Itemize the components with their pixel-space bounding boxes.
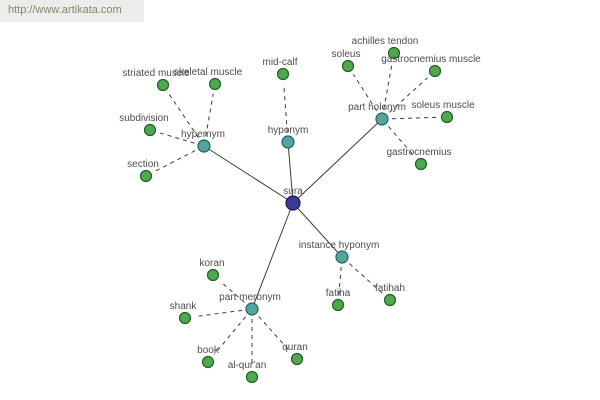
edge-hypernym-skeletal-muscle xyxy=(205,93,214,137)
graph-node-koran[interactable] xyxy=(206,268,220,282)
graph-node-quran[interactable] xyxy=(290,352,304,366)
graph-node-gastrocnemius[interactable] xyxy=(414,157,428,171)
graph-node-label-soleus: soleus xyxy=(332,49,361,60)
edge-hypernym-striated-muscle xyxy=(168,93,199,138)
graph-node-label-hypernym: hypernym xyxy=(181,129,225,140)
graph-node-section[interactable] xyxy=(139,169,153,183)
graph-node-label-part-holonym: part holonym xyxy=(348,102,406,113)
graph-node-label-achilles-tendon: achilles tendon xyxy=(352,36,419,47)
graph-node-soleus-muscle[interactable] xyxy=(440,110,454,124)
graph-node-soleus[interactable] xyxy=(341,59,355,73)
edge-sura-hyponym xyxy=(287,141,294,204)
graph-node-label-fatihah: fatihah xyxy=(375,283,405,294)
graph-node-label-hyponym: hyponym xyxy=(268,125,309,136)
edge-hypernym-section xyxy=(154,150,196,172)
graph-node-label-soleus-muscle: soleus muscle xyxy=(411,100,475,111)
graph-node-label-mid-calf: mid-calf xyxy=(262,57,297,68)
graph-node-label-quran: quran xyxy=(282,342,308,353)
graph-node-al-quran[interactable] xyxy=(245,370,259,384)
graph-node-label-shank: shank xyxy=(170,301,198,312)
graph-node-label-part-meronym: part meronym xyxy=(219,292,281,303)
graph-node-striated-muscle[interactable] xyxy=(156,78,170,92)
edge-sura-part-holonym xyxy=(292,118,383,204)
graph-node-subdivision[interactable] xyxy=(143,123,157,137)
edge-part-holonym-gastrocnemius-muscle xyxy=(389,77,428,113)
graph-node-label-section: section xyxy=(127,159,159,170)
graph-node-hypernym[interactable] xyxy=(197,139,211,153)
graph-node-label-book: book xyxy=(197,345,220,356)
edge-sura-part-meronym xyxy=(251,202,294,310)
graph-node-sura[interactable] xyxy=(285,195,301,211)
edge-hyponym-mid-calf xyxy=(283,83,288,133)
edge-part-meronym-shank xyxy=(194,309,243,318)
edge-part-holonym-soleus xyxy=(352,74,378,111)
graph-node-achilles-tendon[interactable] xyxy=(387,46,401,60)
edge-part-meronym-book xyxy=(214,316,246,355)
graph-node-book[interactable] xyxy=(201,355,215,369)
edge-part-holonym-gastrocnemius xyxy=(388,126,415,157)
graph-node-label-fatiha: fatiha xyxy=(326,288,351,299)
graph-node-label-gastrocnemius: gastrocnemius xyxy=(386,147,451,158)
edge-part-meronym-koran xyxy=(220,281,245,303)
graph-node-part-meronym[interactable] xyxy=(245,302,259,316)
graph-node-fatihah[interactable] xyxy=(383,293,397,307)
watermark-url: http://www.artikata.com xyxy=(0,0,144,22)
graph-node-label-al-quran: al-qur'an xyxy=(228,360,267,371)
graph-node-mid-calf[interactable] xyxy=(276,67,290,81)
graph-node-label-instance-hyponym: instance hyponym xyxy=(299,240,380,251)
edge-sura-instance-hyponym xyxy=(292,202,343,258)
graph-node-fatiha[interactable] xyxy=(331,298,345,312)
graph-node-skeletal-muscle[interactable] xyxy=(208,77,222,91)
graph-node-label-subdivision: subdivision xyxy=(119,113,168,124)
graph-node-label-gastrocnemius-muscle: gastrocnemius muscle xyxy=(381,54,481,65)
edge-part-holonym-soleus-muscle xyxy=(391,116,438,120)
edge-sura-hypernym xyxy=(203,145,294,204)
graph-node-shank[interactable] xyxy=(178,311,192,325)
graph-node-hyponym[interactable] xyxy=(281,135,295,149)
graph-node-label-koran: koran xyxy=(199,258,224,269)
graph-node-instance-hyponym[interactable] xyxy=(335,250,349,264)
graph-node-label-striated-muscle: striated muscle xyxy=(122,68,190,79)
edge-hypernym-subdivision xyxy=(159,132,195,144)
graph-node-label-sura: sura xyxy=(283,186,303,197)
graph-node-part-holonym[interactable] xyxy=(375,112,389,126)
graph-node-label-skeletal-muscle: skeletal muscle xyxy=(174,67,243,78)
graph-node-gastrocnemius-muscle[interactable] xyxy=(428,64,442,78)
